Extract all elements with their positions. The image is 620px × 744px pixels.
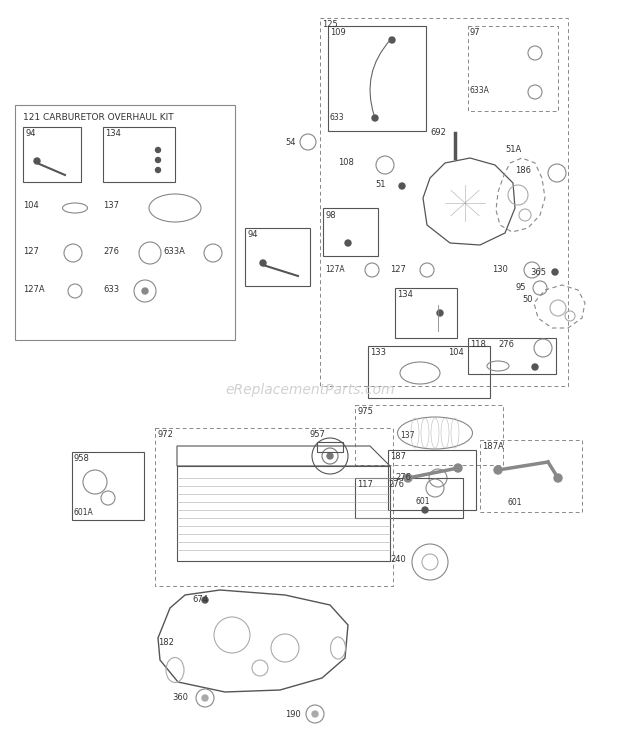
- Bar: [368, 346, 490, 398]
- Text: 121 CARBURETOR OVERHAUL KIT: 121 CARBURETOR OVERHAUL KIT: [23, 113, 174, 122]
- Bar: [317, 442, 343, 452]
- Text: 276: 276: [395, 473, 411, 482]
- Bar: [468, 26, 558, 111]
- Text: 975: 975: [357, 407, 373, 416]
- Bar: [103, 127, 175, 182]
- Text: 972: 972: [157, 430, 173, 439]
- Text: 601: 601: [508, 498, 523, 507]
- Circle shape: [260, 260, 266, 266]
- Text: 187A: 187A: [482, 442, 503, 451]
- Circle shape: [399, 183, 405, 189]
- Circle shape: [554, 474, 562, 482]
- Text: 104: 104: [23, 201, 38, 210]
- Bar: [245, 228, 310, 286]
- Text: 130: 130: [492, 265, 508, 274]
- Circle shape: [34, 158, 40, 164]
- Circle shape: [389, 37, 395, 43]
- Text: 633: 633: [103, 285, 119, 294]
- Text: 958: 958: [74, 454, 90, 463]
- Circle shape: [156, 147, 161, 153]
- Circle shape: [494, 466, 502, 474]
- Text: 365: 365: [530, 268, 546, 277]
- Circle shape: [454, 464, 462, 472]
- Circle shape: [345, 240, 351, 246]
- Bar: [328, 26, 426, 131]
- Circle shape: [202, 597, 208, 603]
- Text: 137: 137: [103, 201, 119, 210]
- Text: 94: 94: [25, 129, 35, 138]
- Circle shape: [156, 167, 161, 173]
- Circle shape: [404, 474, 412, 482]
- Bar: [468, 338, 556, 374]
- Text: 127A: 127A: [23, 285, 45, 294]
- Bar: [480, 440, 582, 512]
- Bar: [72, 452, 144, 520]
- Circle shape: [532, 364, 538, 370]
- Text: 360: 360: [172, 693, 188, 702]
- Text: 692: 692: [430, 128, 446, 137]
- Text: 50: 50: [522, 295, 533, 304]
- Text: 95: 95: [515, 283, 526, 292]
- Text: 187: 187: [390, 452, 406, 461]
- Circle shape: [422, 507, 428, 513]
- Bar: [155, 428, 393, 586]
- Text: 633A: 633A: [163, 247, 185, 256]
- Text: 127: 127: [390, 265, 406, 274]
- Text: 137: 137: [400, 431, 415, 440]
- Text: 97: 97: [470, 28, 480, 37]
- Text: 94: 94: [247, 230, 257, 239]
- Bar: [15, 105, 235, 340]
- Text: 127A: 127A: [325, 265, 345, 274]
- Text: 190: 190: [285, 710, 301, 719]
- Text: 674: 674: [192, 595, 208, 604]
- Text: 51: 51: [375, 180, 386, 189]
- Text: 633: 633: [330, 113, 345, 122]
- Text: 182: 182: [158, 638, 174, 647]
- Text: 601: 601: [415, 497, 430, 506]
- Bar: [355, 478, 463, 518]
- Circle shape: [437, 310, 443, 316]
- Text: 276: 276: [103, 247, 119, 256]
- Text: 601A: 601A: [74, 508, 94, 517]
- Text: 51A: 51A: [505, 145, 521, 154]
- Text: 633A: 633A: [470, 86, 490, 95]
- Text: 108: 108: [338, 158, 354, 167]
- Text: 109: 109: [330, 28, 346, 37]
- Text: 127: 127: [23, 247, 39, 256]
- Bar: [388, 450, 476, 510]
- Text: 276: 276: [388, 480, 404, 489]
- Circle shape: [202, 695, 208, 701]
- Text: 134: 134: [397, 290, 413, 299]
- Circle shape: [156, 158, 161, 162]
- Bar: [355, 405, 503, 465]
- Bar: [23, 127, 81, 182]
- Text: 98: 98: [325, 211, 335, 220]
- Circle shape: [312, 711, 318, 717]
- Text: eReplacementParts.com: eReplacementParts.com: [225, 383, 395, 397]
- Bar: [395, 288, 457, 338]
- Circle shape: [327, 453, 333, 459]
- Text: 125: 125: [322, 20, 338, 29]
- Text: 54: 54: [285, 138, 296, 147]
- Bar: [320, 18, 568, 386]
- Text: 134: 134: [105, 129, 121, 138]
- Bar: [323, 208, 378, 256]
- Text: 117: 117: [357, 480, 373, 489]
- Text: 118: 118: [470, 340, 486, 349]
- Circle shape: [142, 288, 148, 294]
- Circle shape: [552, 269, 558, 275]
- Text: 104: 104: [448, 348, 464, 357]
- Text: 240: 240: [390, 555, 405, 564]
- Text: 276: 276: [498, 340, 514, 349]
- Text: 957: 957: [310, 430, 326, 439]
- Text: 186: 186: [515, 166, 531, 175]
- Text: 133: 133: [370, 348, 386, 357]
- Circle shape: [372, 115, 378, 121]
- Bar: [177, 466, 390, 561]
